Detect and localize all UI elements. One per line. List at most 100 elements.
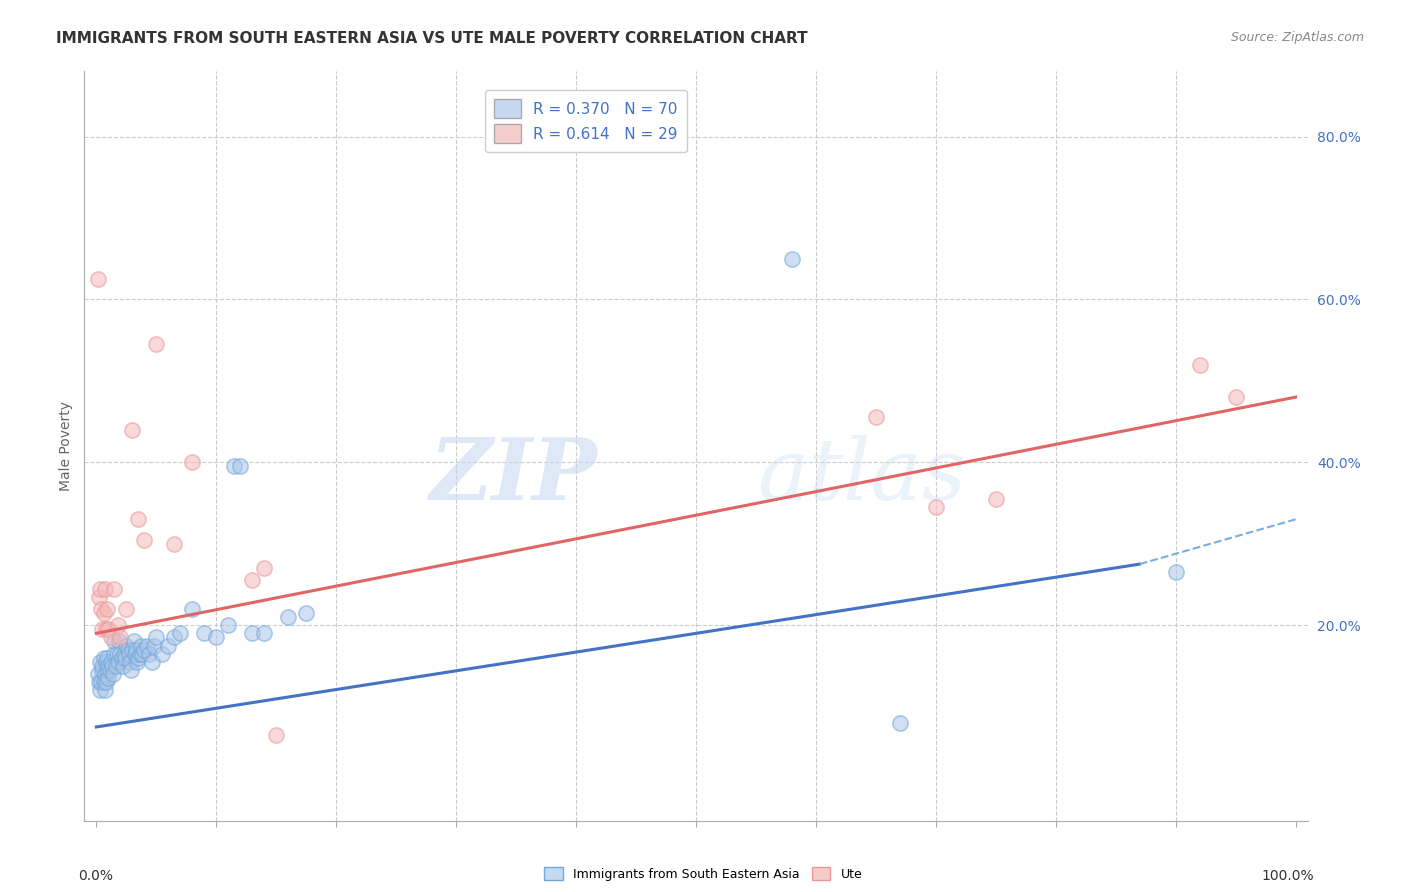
Text: 100.0%: 100.0%: [1261, 870, 1313, 883]
Text: atlas: atlas: [758, 434, 966, 517]
Point: [96, 650, 118, 665]
Point: [103, 582, 125, 596]
Point: [90, 602, 112, 616]
Legend: Immigrants from South Eastern Asia, Ute: Immigrants from South Eastern Asia, Ute: [538, 863, 868, 886]
Point: [889, 715, 911, 730]
Point: [94, 675, 117, 690]
Point: [135, 639, 157, 653]
Point: [93, 675, 115, 690]
Point: [91, 622, 114, 636]
Point: [104, 659, 127, 673]
Point: [1188, 358, 1211, 372]
Point: [253, 561, 276, 575]
Point: [134, 642, 156, 657]
Point: [91, 663, 114, 677]
Point: [145, 337, 167, 351]
Point: [780, 252, 803, 266]
Point: [107, 655, 129, 669]
Point: [124, 647, 146, 661]
Point: [865, 410, 887, 425]
Point: [90, 675, 112, 690]
Point: [163, 631, 186, 645]
Point: [110, 650, 132, 665]
Point: [93, 582, 117, 596]
Point: [115, 639, 138, 653]
Point: [181, 602, 204, 616]
Point: [224, 459, 246, 474]
Point: [118, 647, 141, 661]
Point: [127, 650, 149, 665]
Point: [89, 683, 111, 698]
Point: [121, 642, 143, 657]
Point: [193, 626, 215, 640]
Point: [110, 647, 132, 661]
Point: [205, 631, 228, 645]
Point: [107, 618, 129, 632]
Point: [118, 655, 141, 669]
Point: [984, 491, 1007, 506]
Point: [86, 667, 108, 681]
Point: [103, 634, 125, 648]
Point: [129, 639, 152, 653]
Text: Source: ZipAtlas.com: Source: ZipAtlas.com: [1230, 31, 1364, 45]
Point: [295, 606, 318, 620]
Point: [105, 647, 128, 661]
Point: [97, 659, 120, 673]
Point: [138, 647, 160, 661]
Legend: R = 0.370   N = 70, R = 0.614   N = 29: R = 0.370 N = 70, R = 0.614 N = 29: [485, 90, 688, 152]
Point: [114, 650, 136, 665]
Point: [87, 590, 110, 604]
Point: [127, 512, 149, 526]
Text: 0.0%: 0.0%: [79, 870, 114, 883]
Point: [157, 639, 180, 653]
Y-axis label: Male Poverty: Male Poverty: [59, 401, 73, 491]
Point: [240, 574, 263, 588]
Point: [100, 631, 122, 645]
Point: [96, 602, 118, 616]
Point: [142, 639, 165, 653]
Point: [127, 655, 149, 669]
Point: [1225, 390, 1247, 404]
Point: [96, 663, 118, 677]
Point: [181, 455, 204, 469]
Point: [125, 642, 148, 657]
Point: [93, 606, 115, 620]
Point: [131, 647, 153, 661]
Point: [264, 728, 287, 742]
Point: [122, 634, 145, 648]
Text: IMMIGRANTS FROM SOUTH EASTERN ASIA VS UTE MALE POVERTY CORRELATION CHART: IMMIGRANTS FROM SOUTH EASTERN ASIA VS UT…: [56, 31, 808, 46]
Point: [103, 647, 125, 661]
Point: [93, 683, 117, 698]
Point: [89, 655, 111, 669]
Point: [253, 626, 276, 640]
Point: [97, 622, 120, 636]
Point: [134, 533, 156, 547]
Point: [101, 659, 124, 673]
Point: [141, 655, 163, 669]
Point: [121, 423, 143, 437]
Point: [93, 667, 117, 681]
Point: [1164, 566, 1187, 580]
Point: [163, 537, 186, 551]
Point: [150, 647, 173, 661]
Point: [89, 582, 111, 596]
Point: [115, 602, 138, 616]
Point: [94, 622, 117, 636]
Point: [112, 647, 135, 661]
Point: [101, 667, 124, 681]
Point: [110, 631, 132, 645]
Point: [111, 659, 134, 673]
Point: [97, 671, 120, 685]
Point: [120, 663, 142, 677]
Point: [108, 634, 131, 648]
Point: [93, 650, 115, 665]
Text: ZIP: ZIP: [430, 434, 598, 517]
Point: [98, 663, 121, 677]
Point: [87, 675, 110, 690]
Point: [145, 631, 167, 645]
Point: [169, 626, 191, 640]
Point: [277, 610, 299, 624]
Point: [925, 500, 948, 514]
Point: [100, 655, 122, 669]
Point: [91, 659, 114, 673]
